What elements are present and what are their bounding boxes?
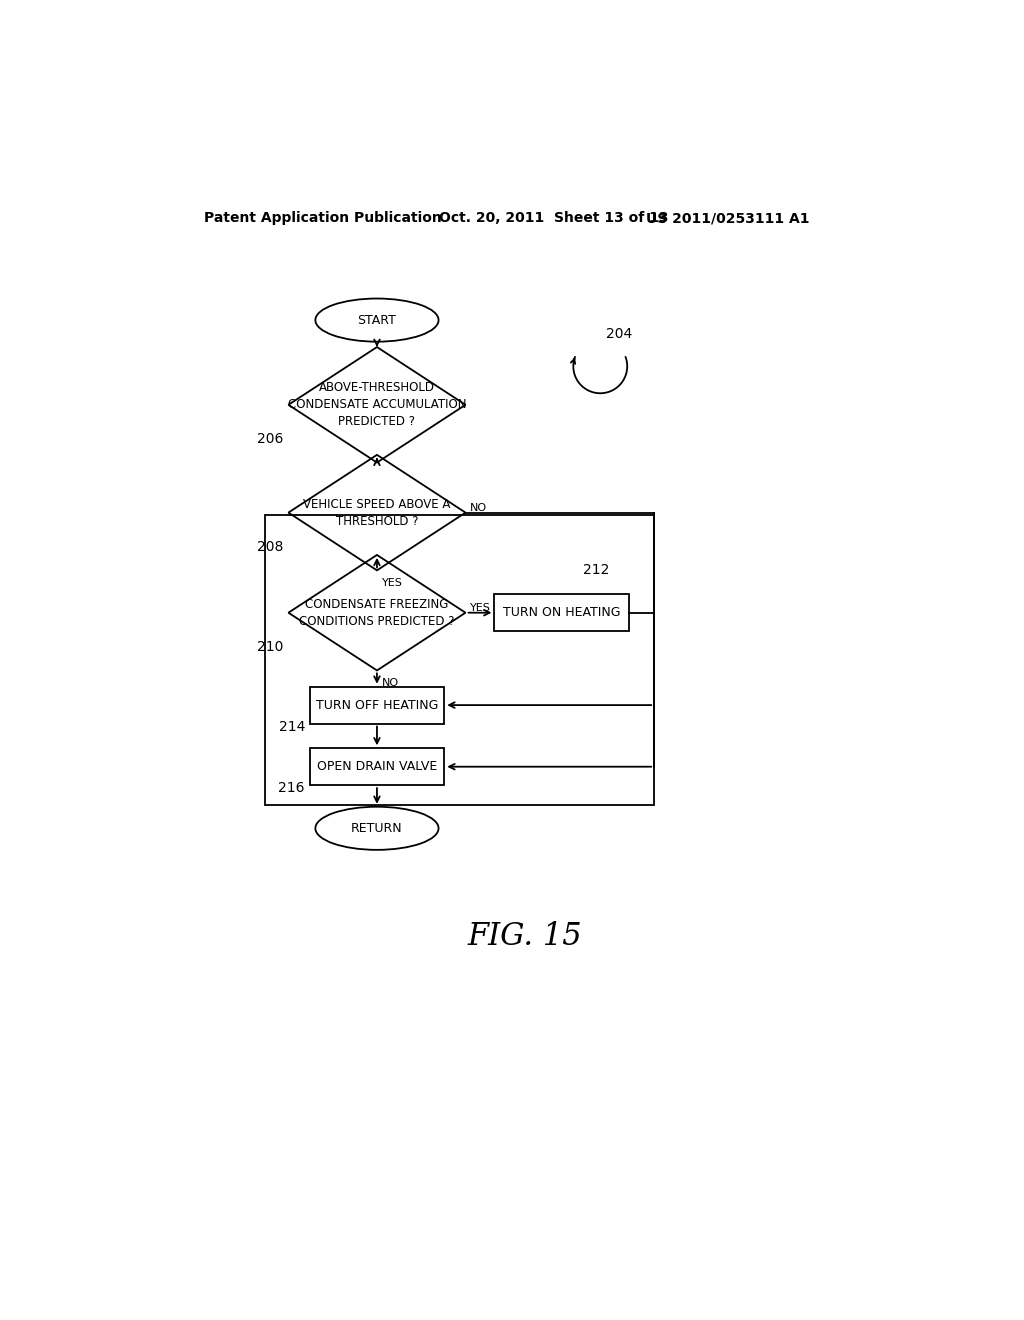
Text: Oct. 20, 2011  Sheet 13 of 13: Oct. 20, 2011 Sheet 13 of 13 bbox=[438, 211, 668, 226]
Text: TURN ON HEATING: TURN ON HEATING bbox=[503, 606, 621, 619]
Bar bbox=[309, 686, 444, 723]
Text: 214: 214 bbox=[279, 719, 305, 734]
Bar bbox=[495, 594, 629, 631]
Bar bbox=[265, 515, 654, 805]
Text: ABOVE-THRESHOLD
CONDENSATE ACCUMULATION
PREDICTED ?: ABOVE-THRESHOLD CONDENSATE ACCUMULATION … bbox=[288, 381, 466, 428]
Text: 208: 208 bbox=[257, 540, 284, 554]
Text: RETURN: RETURN bbox=[351, 822, 402, 834]
Text: 210: 210 bbox=[257, 640, 284, 655]
Text: NO: NO bbox=[382, 678, 398, 688]
Text: START: START bbox=[357, 314, 396, 326]
Text: VEHICLE SPEED ABOVE A
THRESHOLD ?: VEHICLE SPEED ABOVE A THRESHOLD ? bbox=[303, 498, 451, 528]
Bar bbox=[309, 748, 444, 785]
Text: NO: NO bbox=[470, 503, 487, 513]
Text: Patent Application Publication: Patent Application Publication bbox=[204, 211, 441, 226]
Text: OPEN DRAIN VALVE: OPEN DRAIN VALVE bbox=[316, 760, 437, 774]
Text: US 2011/0253111 A1: US 2011/0253111 A1 bbox=[646, 211, 810, 226]
Text: 212: 212 bbox=[584, 562, 609, 577]
Text: TURN OFF HEATING: TURN OFF HEATING bbox=[315, 698, 438, 711]
Text: YES: YES bbox=[382, 578, 402, 587]
Text: 206: 206 bbox=[257, 433, 284, 446]
Text: 216: 216 bbox=[279, 781, 305, 795]
Text: CONDENSATE FREEZING
CONDITIONS PREDICTED ?: CONDENSATE FREEZING CONDITIONS PREDICTED… bbox=[299, 598, 455, 628]
Text: 204: 204 bbox=[606, 327, 633, 341]
Text: YES: YES bbox=[470, 603, 490, 612]
Text: FIG. 15: FIG. 15 bbox=[468, 920, 582, 952]
